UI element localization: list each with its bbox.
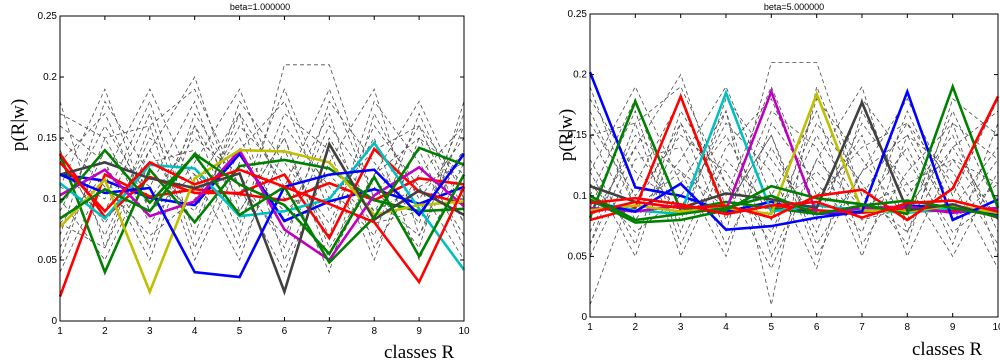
x-tick-label: 4 bbox=[723, 322, 729, 333]
chart-beta-1: beta=1.000000 1 2 3 4 5 6 7 8 9 10 0 0.05 0.1 0.15 0.2… bbox=[8, 2, 470, 363]
solid-lines-group bbox=[588, 71, 1000, 232]
dashed-series-line bbox=[589, 97, 999, 257]
chart-beta-5: beta=5.000000 1 2 3 4 5 6 7 8 9 10 0 0.05 0.1 0.15 0.2… bbox=[556, 2, 1000, 360]
y-tick-label: 0.2 bbox=[573, 70, 587, 81]
series-line bbox=[589, 196, 999, 219]
x-tick-label: 7 bbox=[859, 322, 865, 333]
y-axis-label: p(R|w) bbox=[556, 109, 577, 161]
plot-frame bbox=[59, 15, 465, 322]
x-tick-label: 6 bbox=[282, 326, 288, 337]
chart-title: beta=1.000000 bbox=[230, 2, 290, 12]
x-tick-label: 9 bbox=[950, 322, 956, 333]
x-tick-label: 8 bbox=[371, 326, 377, 337]
x-axis-label: classes R bbox=[912, 339, 983, 360]
x-tick-label: 8 bbox=[905, 322, 911, 333]
dashed-series-line bbox=[589, 110, 999, 246]
x-tick-label: 1 bbox=[57, 326, 63, 337]
dashed-series-line bbox=[589, 85, 999, 305]
series-line bbox=[589, 82, 1000, 224]
y-tick-label: 0.1 bbox=[573, 191, 587, 202]
series-line bbox=[59, 160, 466, 285]
y-tick-label: 0 bbox=[51, 316, 57, 327]
x-tick-label: 3 bbox=[678, 322, 684, 333]
y-tick-label: 0.25 bbox=[568, 9, 588, 20]
series-line bbox=[589, 87, 999, 232]
series-line bbox=[59, 146, 465, 265]
y-tick-label: 0 bbox=[581, 312, 587, 323]
y-tick-label: 0.2 bbox=[43, 72, 57, 83]
chart-title: beta=5.000000 bbox=[764, 2, 824, 12]
dashed-series-line bbox=[589, 86, 999, 258]
dashed-series-line bbox=[59, 88, 465, 262]
y-axis-label: p(R|w) bbox=[8, 99, 29, 151]
solid-lines-group bbox=[58, 140, 466, 298]
y-tick-label: 0.15 bbox=[38, 133, 58, 144]
x-tick-label: 5 bbox=[237, 326, 243, 337]
x-tick-label: 5 bbox=[769, 322, 775, 333]
x-tick-label: 7 bbox=[327, 326, 333, 337]
dashed-lines-group bbox=[589, 62, 999, 306]
y-tick-label: 0.05 bbox=[38, 255, 58, 266]
y-tick-label: 0.1 bbox=[43, 194, 57, 205]
x-axis-label: classes R bbox=[384, 342, 455, 363]
dashed-series-line bbox=[59, 88, 465, 261]
x-tick-label: 9 bbox=[416, 326, 422, 337]
ticks-group: 1 2 3 4 5 6 7 8 9 10 0 0.05 0.1 0.15 0.2 0.25 bbox=[568, 9, 1000, 333]
plot-frame bbox=[589, 13, 999, 318]
series-line bbox=[59, 153, 466, 279]
y-tick-label: 0.05 bbox=[568, 251, 588, 262]
x-tick-label: 10 bbox=[992, 322, 1000, 333]
series-line bbox=[58, 146, 465, 241]
dashed-series-line bbox=[59, 88, 465, 273]
dashed-series-line bbox=[589, 86, 999, 270]
dashed-series-line bbox=[589, 97, 999, 246]
y-tick-label: 0.15 bbox=[568, 130, 588, 141]
x-tick-label: 2 bbox=[102, 326, 108, 337]
x-tick-label: 2 bbox=[633, 322, 639, 333]
x-tick-label: 6 bbox=[814, 322, 820, 333]
x-tick-label: 10 bbox=[458, 326, 470, 337]
x-tick-label: 4 bbox=[192, 326, 198, 337]
dashed-series-line bbox=[589, 85, 999, 258]
x-tick-label: 3 bbox=[147, 326, 153, 337]
x-tick-label: 1 bbox=[587, 322, 593, 333]
series-line bbox=[59, 152, 466, 259]
dashed-series-line bbox=[589, 97, 999, 258]
ticks-group: 1 2 3 4 5 6 7 8 9 10 0 0.05 0.1 0.15 0.2 0.25 bbox=[38, 11, 470, 337]
y-tick-label: 0.25 bbox=[38, 11, 58, 22]
dashed-series-line bbox=[59, 100, 465, 261]
dashed-series-line bbox=[589, 98, 999, 270]
series-line bbox=[59, 148, 465, 296]
